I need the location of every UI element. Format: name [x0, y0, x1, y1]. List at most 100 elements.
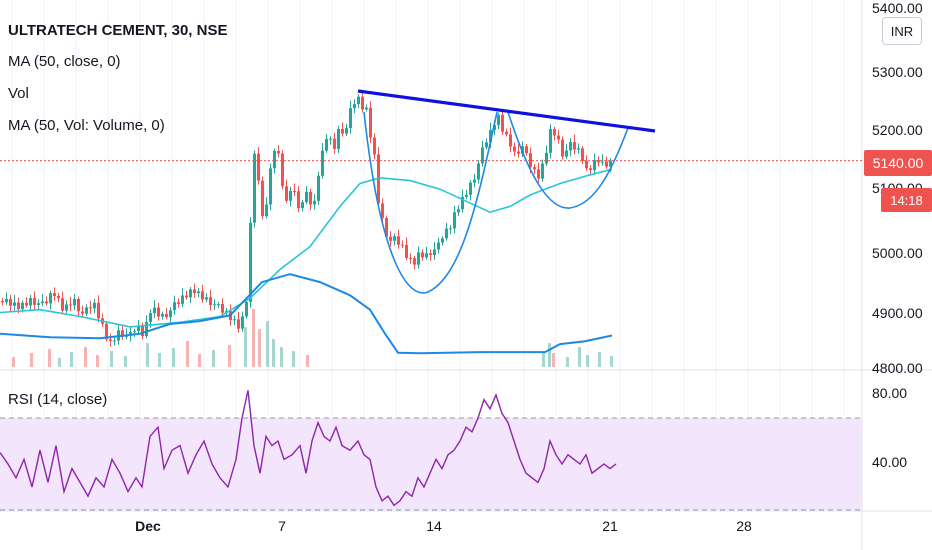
candle-body	[53, 293, 56, 297]
candle-body	[301, 202, 304, 209]
candle-body	[501, 114, 504, 132]
candle-body	[337, 129, 340, 149]
volume-bar	[30, 353, 33, 367]
rsi-axis-tick-label: 40.00	[872, 454, 907, 470]
candle-body	[17, 302, 20, 310]
candle-body	[105, 323, 108, 340]
symbol-title: ULTRATECH CEMENT, 30, NSE	[8, 22, 228, 39]
rsi-band	[0, 418, 862, 510]
candle-body	[97, 302, 100, 319]
price-axis-tick-label: 5300.00	[872, 64, 923, 80]
candle-body	[201, 291, 204, 300]
candle-body	[289, 190, 292, 201]
candle-body	[277, 150, 280, 154]
candle-body	[237, 319, 240, 329]
candle-body	[489, 130, 492, 143]
candle-body	[61, 298, 64, 311]
volume-bar	[578, 347, 581, 367]
candle-body	[109, 339, 112, 341]
candle-body	[561, 139, 564, 157]
ma-price-legend: MA (50, close, 0)	[8, 53, 121, 70]
candle-body	[433, 249, 436, 255]
candle-body	[517, 151, 520, 154]
candle-body	[525, 146, 528, 154]
candle-body	[233, 319, 236, 321]
candle-body	[261, 180, 264, 217]
currency-button[interactable]: INR	[882, 17, 922, 45]
rsi-legend: RSI (14, close)	[8, 391, 108, 408]
candle-body	[529, 153, 532, 168]
ma-volume-line	[0, 273, 613, 355]
volume-bar	[548, 343, 551, 367]
time-axis-tick-label: Dec	[135, 518, 161, 534]
price-axis-tick-label: 5400.00	[872, 0, 923, 16]
candle-body	[385, 217, 388, 237]
candle-body	[141, 325, 144, 337]
candle-body	[381, 203, 384, 218]
volume-bar	[48, 349, 51, 367]
candle-body	[21, 302, 24, 310]
volume-bar	[566, 357, 569, 367]
candle-body	[293, 190, 296, 192]
candle-body	[465, 194, 468, 197]
volume-bar	[96, 355, 99, 367]
candle-body	[181, 295, 184, 304]
candle-body	[601, 161, 604, 163]
candle-body	[533, 167, 536, 170]
candle-body	[329, 138, 332, 140]
candle-body	[113, 340, 116, 342]
volume-bar	[186, 341, 189, 367]
candle-body	[325, 138, 328, 151]
rsi-axis-tick-label: 80.00	[872, 385, 907, 401]
candle-body	[29, 297, 32, 306]
volume-bar	[12, 357, 15, 367]
candle-body	[297, 191, 300, 209]
candle-body	[193, 289, 196, 294]
volume-bar	[58, 358, 61, 367]
volume-bar	[610, 356, 613, 367]
candle-body	[81, 311, 84, 314]
candle-body	[285, 186, 288, 201]
candle-body	[389, 236, 392, 241]
time-axis-tick-label: 14	[426, 518, 442, 534]
candle-body	[133, 331, 136, 333]
volume-bar	[542, 351, 545, 367]
candle-body	[357, 96, 360, 105]
volume-bar	[272, 339, 275, 367]
candle-body	[537, 169, 540, 179]
volume-bar	[258, 329, 261, 367]
volume-bar	[146, 343, 149, 367]
volume-bar	[198, 354, 201, 367]
candle-body	[581, 148, 584, 161]
resistance-trendline[interactable]	[357, 89, 656, 133]
candle-body	[13, 302, 16, 306]
handle-drawing	[507, 111, 629, 209]
candle-body	[33, 297, 36, 305]
candle-body	[137, 325, 140, 332]
bar-countdown-tag: 14:18	[881, 188, 932, 212]
candle-body	[469, 182, 472, 195]
candle-body	[273, 150, 276, 169]
candle-body	[413, 258, 416, 265]
volume-bar	[552, 353, 555, 367]
candle-body	[573, 142, 576, 150]
candle-body	[185, 295, 188, 298]
candle-body	[593, 160, 596, 171]
candle-body	[497, 114, 500, 126]
volume-bar	[586, 355, 589, 367]
ma-volume-legend: MA (50, Vol: Volume, 0)	[8, 117, 165, 134]
candle-body	[93, 302, 96, 309]
candle-body	[65, 304, 68, 311]
candle-body	[281, 153, 284, 187]
candle-body	[361, 96, 364, 110]
volume-bar	[110, 351, 113, 367]
candle-body	[333, 138, 336, 149]
volume-bar	[244, 327, 247, 367]
price-axis-tick-label: 5200.00	[872, 122, 923, 138]
candle-body	[257, 153, 260, 181]
volume-bar	[228, 345, 231, 367]
time-axis-tick-label: 28	[736, 518, 752, 534]
candle-body	[37, 303, 40, 305]
candle-body	[341, 129, 344, 134]
